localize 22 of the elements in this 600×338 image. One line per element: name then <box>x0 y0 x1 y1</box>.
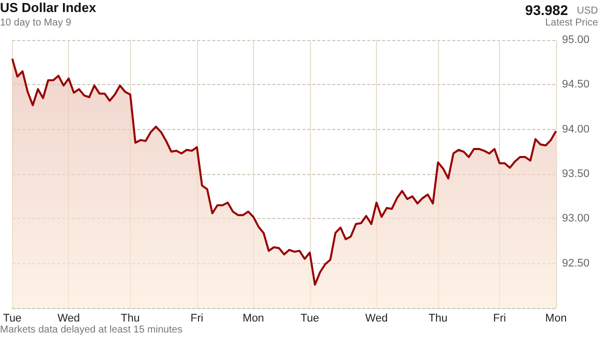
text: 93.982 <box>525 2 568 18</box>
text: Markets data delayed at least 15 minutes <box>0 324 182 336</box>
x-tick-label: Fri <box>190 312 204 324</box>
y-tick-label: 92.50 <box>562 257 590 270</box>
x-tick-label: Fri <box>493 312 506 324</box>
x-tick-label: Thu <box>428 312 448 324</box>
x-tick-label: Wed <box>365 312 388 324</box>
y-tick-label: 93.00 <box>562 212 590 225</box>
x-tick-label: Tue <box>3 312 22 324</box>
x-tick-label: Thu <box>120 312 140 324</box>
y-tick-label: 93.50 <box>562 168 590 180</box>
y-tick-label: 95.00 <box>562 34 590 46</box>
y-tick-label: 94.50 <box>562 78 590 91</box>
chart-title: US Dollar Index <box>0 0 97 15</box>
x-tick-label: Wed <box>57 312 80 324</box>
chart-subtitle: 10 day to May 9 <box>0 18 72 28</box>
y-tick-label: 94.00 <box>562 123 590 136</box>
text: USD <box>576 6 598 16</box>
text: Latest Price <box>545 18 598 28</box>
x-tick-label: Mon <box>242 312 264 324</box>
x-tick-label: Mon <box>545 312 567 324</box>
x-tick-label: Tue <box>300 312 320 324</box>
